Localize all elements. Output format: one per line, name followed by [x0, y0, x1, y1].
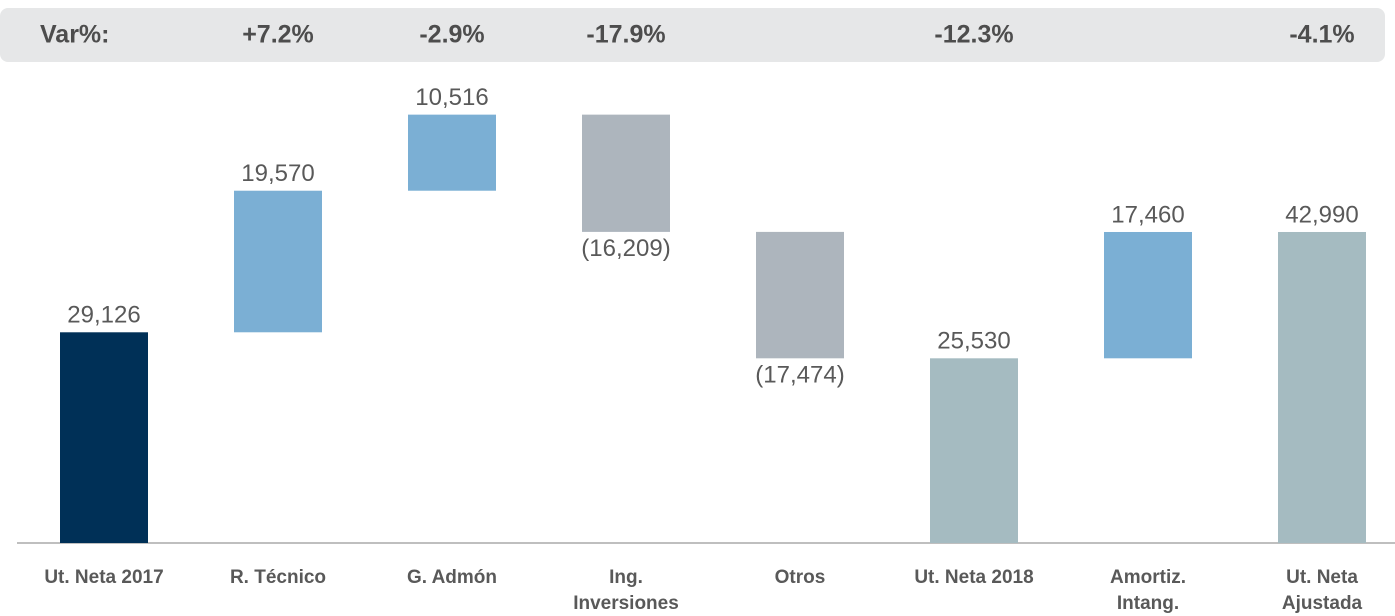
- var-label: -4.1%: [1289, 21, 1354, 49]
- bar: [1104, 231, 1192, 359]
- value-label: (17,474): [755, 362, 844, 389]
- value-label: 10,516: [415, 84, 488, 111]
- bar: [582, 114, 670, 232]
- value-label: 42,990: [1285, 201, 1358, 228]
- x-tick-label: G. Admón: [407, 567, 497, 588]
- value-label: 29,126: [67, 302, 140, 329]
- x-tick-label: Amortiz.: [1110, 567, 1186, 588]
- bar: [234, 190, 322, 333]
- x-tick-label: R. Técnico: [230, 567, 326, 588]
- bar: [1278, 231, 1366, 544]
- value-label: 19,570: [241, 160, 314, 187]
- x-tick-label: Ut. Neta 2017: [44, 567, 163, 588]
- bar: [930, 358, 1018, 543]
- bar: [408, 114, 496, 191]
- bar: [756, 231, 844, 359]
- x-tick-label: Ing.: [609, 567, 643, 588]
- value-label: 25,530: [937, 328, 1010, 355]
- x-tick-label: Inversiones: [573, 593, 679, 614]
- var-label: -17.9%: [586, 21, 665, 49]
- var-label: +7.2%: [242, 21, 314, 49]
- x-tick-label: Otros: [775, 567, 826, 588]
- x-tick-label: Ut. Neta: [1286, 567, 1358, 588]
- var-label: -12.3%: [934, 21, 1013, 49]
- value-label: 17,460: [1111, 201, 1184, 228]
- x-tick-label: Ajustada: [1282, 593, 1363, 614]
- bar: [60, 332, 148, 543]
- var-label: -2.9%: [419, 21, 484, 49]
- var-band: [0, 8, 1385, 62]
- value-label: (16,209): [581, 235, 670, 262]
- x-tick-label: Intang.: [1117, 593, 1179, 614]
- var-title: Var%:: [40, 21, 109, 49]
- x-tick-label: Ut. Neta 2018: [914, 567, 1033, 588]
